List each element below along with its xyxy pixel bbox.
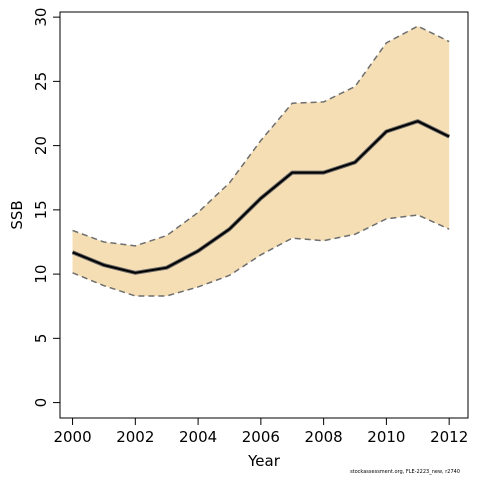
y-tick-label: 25 [32, 72, 50, 91]
y-tick-label: 20 [32, 136, 50, 155]
x-tick-label: 2010 [367, 428, 405, 446]
confidence-band-layer [72, 26, 450, 296]
x-tick-label: 2006 [242, 428, 280, 446]
estimate-line [72, 120, 450, 274]
x-tick-label: 2004 [179, 428, 217, 446]
upper-bound-line [72, 25, 450, 247]
lower-bound-line [72, 214, 450, 297]
x-tick-label: 2000 [53, 428, 91, 446]
confidence-band [72, 26, 450, 296]
y-tick-label: 5 [32, 334, 50, 344]
y-tick-label: 30 [32, 8, 50, 27]
y-tick-label: 15 [32, 200, 50, 219]
footnote: stockassessment.org, FLE-2223_new, r2740 [350, 469, 460, 475]
y-axis: 0 5 10 15 20 25 30 [32, 8, 60, 408]
x-tick-label: 2002 [116, 428, 154, 446]
y-tick-label: 10 [32, 265, 50, 284]
y-axis-title: SSB [8, 200, 26, 229]
y-tick-label: 0 [32, 398, 50, 408]
x-tick-label: 2008 [305, 428, 343, 446]
plot-frame [59, 11, 469, 419]
x-tick-label: 2012 [430, 428, 468, 446]
series-lines-layer [71, 25, 451, 297]
x-axis: 2000 2002 2004 2006 2008 2010 2012 [53, 418, 468, 446]
x-axis-title: Year [247, 452, 281, 470]
